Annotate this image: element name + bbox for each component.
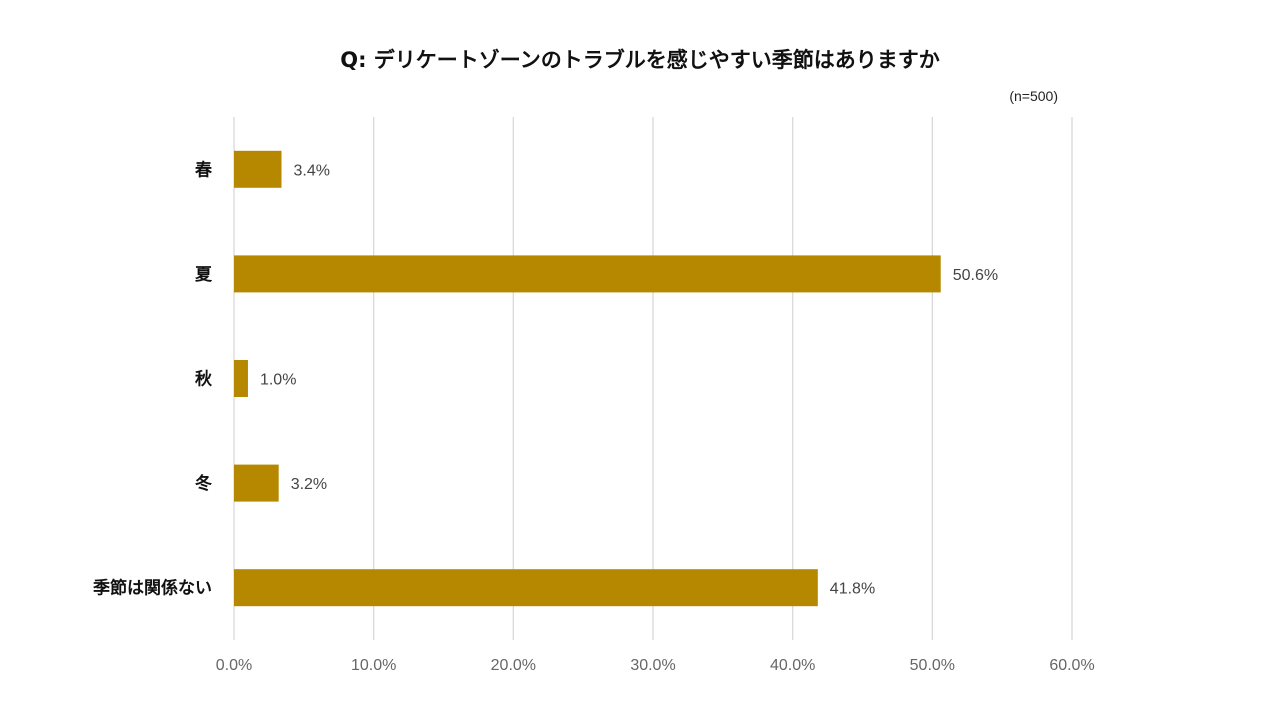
bar xyxy=(234,464,279,502)
bar xyxy=(234,255,941,293)
chart-title: Q: デリケートゾーンのトラブルを感じやすい季節はありますか xyxy=(340,48,940,72)
data-label: 41.8% xyxy=(830,581,875,598)
x-tick-label: 10.0% xyxy=(351,657,396,674)
data-label: 50.6% xyxy=(953,267,998,284)
x-tick-label: 0.0% xyxy=(216,657,252,674)
data-label: 1.0% xyxy=(260,372,296,389)
category-label: 夏 xyxy=(195,265,213,285)
x-tick-label: 40.0% xyxy=(770,657,815,674)
x-tick-label: 30.0% xyxy=(630,657,675,674)
category-label: 春 xyxy=(195,159,212,180)
category-label: 季節は関係ない xyxy=(93,578,212,599)
data-label: 3.2% xyxy=(291,476,327,493)
category-label: 秋 xyxy=(195,369,213,390)
category-label: 冬 xyxy=(195,473,212,494)
bar xyxy=(234,360,248,397)
x-tick-label: 20.0% xyxy=(491,657,536,674)
bar xyxy=(234,569,818,607)
bar xyxy=(234,150,282,188)
x-tick-label: 60.0% xyxy=(1049,657,1094,674)
x-tick-label: 50.0% xyxy=(910,657,955,674)
sample-size-note: (n=500) xyxy=(1009,88,1058,104)
data-label: 3.4% xyxy=(293,162,329,179)
